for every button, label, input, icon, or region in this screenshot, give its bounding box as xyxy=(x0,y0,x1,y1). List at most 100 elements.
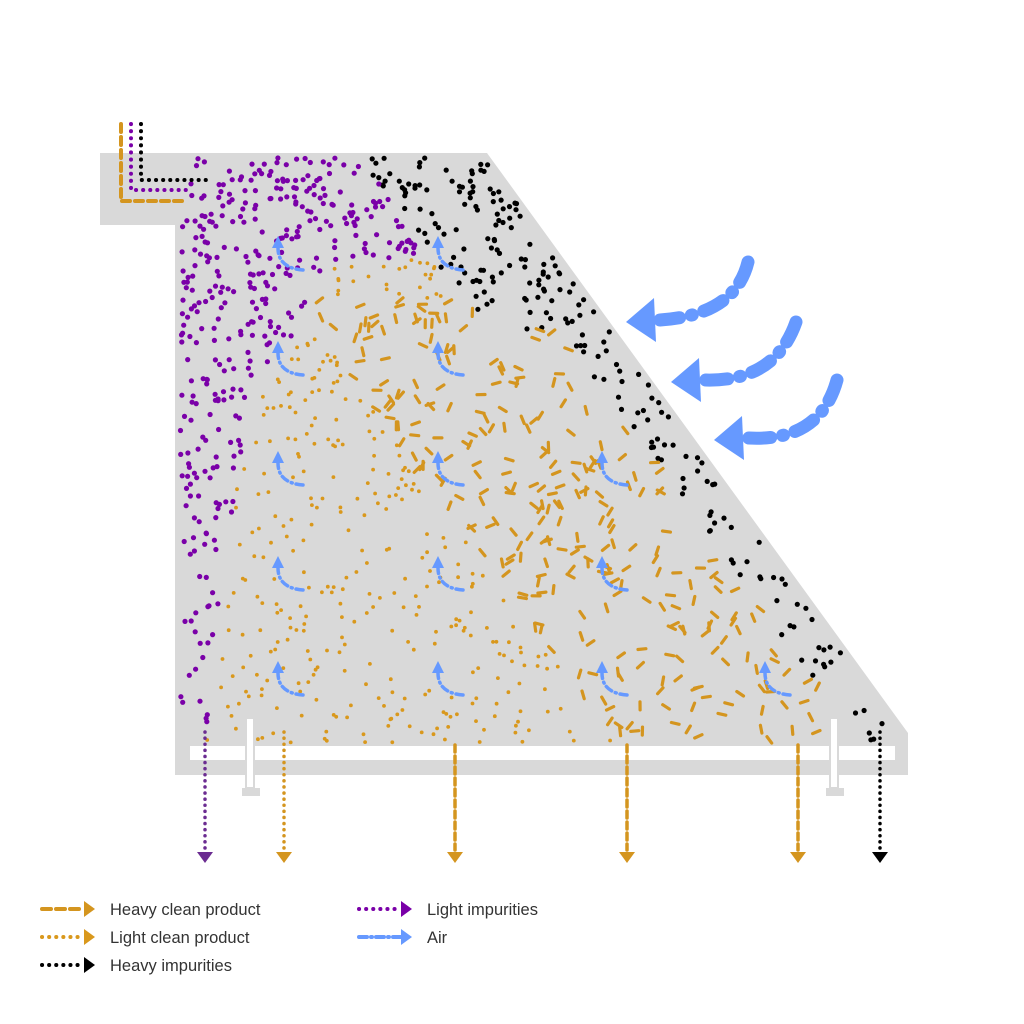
light-impurity-particle xyxy=(207,288,213,294)
light-clean-particle xyxy=(349,703,353,708)
light-impurity-particle xyxy=(351,170,357,176)
light-impurity-particle xyxy=(247,358,253,364)
heavy-clean-particle xyxy=(769,657,780,664)
light-clean-particle xyxy=(325,584,330,589)
heavy-clean-particle xyxy=(557,499,564,510)
light-clean-particle xyxy=(271,406,276,410)
heavy-clean-particle xyxy=(565,572,576,580)
light-impurity-particle xyxy=(328,223,334,229)
heavy-clean-particle xyxy=(499,361,506,372)
light-impurity-particle xyxy=(243,253,249,260)
heavy-clean-particle xyxy=(499,557,505,569)
light-clean-particle xyxy=(462,625,467,630)
heavy-clean-particle xyxy=(693,733,704,740)
light-impurity-particle xyxy=(216,426,222,433)
heavy-clean-particle xyxy=(729,586,741,594)
light-impurity-particle xyxy=(273,329,279,336)
light-clean-particle xyxy=(443,737,447,742)
heavy-clean-particle xyxy=(600,695,608,706)
light-impurity-particle xyxy=(296,224,302,230)
light-clean-particle xyxy=(480,573,485,578)
light-impurity-particle xyxy=(230,219,236,225)
heavy-impurity-particle xyxy=(576,302,582,308)
heavy-impurity-particle xyxy=(821,661,827,667)
heavy-impurity-particle xyxy=(640,407,647,414)
light-clean-particle xyxy=(289,390,293,395)
heavy-impurity-particle xyxy=(507,262,513,269)
light-clean-particle xyxy=(342,668,347,673)
light-impurity-particle xyxy=(202,541,208,547)
light-clean-particle xyxy=(262,471,266,476)
light-impurity-particle xyxy=(183,285,189,291)
light-clean-particle xyxy=(461,628,466,633)
heavy-clean-particle xyxy=(466,523,477,531)
heavy-clean-particle xyxy=(536,410,545,421)
heavy-clean-particle xyxy=(491,516,500,527)
heavy-clean-particle xyxy=(552,499,562,509)
heavy-impurity-particle xyxy=(683,453,689,459)
light-clean-particle xyxy=(333,444,337,449)
light-impurity-particle xyxy=(210,465,216,471)
light-clean-particle xyxy=(304,614,308,619)
light-impurity-particle xyxy=(193,610,199,616)
air-inlet-arrow xyxy=(653,255,755,327)
light-impurity-particle xyxy=(326,170,333,177)
light-impurity-particle xyxy=(214,254,220,260)
light-impurity-particle xyxy=(191,470,197,476)
light-impurity-particle xyxy=(223,499,229,505)
heavy-impurity-particle xyxy=(473,293,479,299)
heavy-impurity-particle xyxy=(645,417,651,423)
light-impurity-particle xyxy=(241,394,248,400)
particle-field xyxy=(177,155,885,745)
heavy-clean-particle xyxy=(370,319,380,329)
legend-swatch-arrowhead xyxy=(84,901,95,917)
light-clean-particle xyxy=(310,390,315,394)
heavy-impurity-particle xyxy=(456,280,462,286)
light-impurity-particle xyxy=(362,240,368,247)
heavy-impurity-particle xyxy=(656,400,662,406)
heavy-impurity-particle xyxy=(827,644,833,650)
light-clean-particle xyxy=(608,738,612,743)
light-impurity-particle xyxy=(192,218,198,224)
light-impurity-particle xyxy=(211,537,217,543)
light-impurity-particle xyxy=(186,461,192,467)
heavy-impurity-particle xyxy=(787,623,793,629)
light-impurity-particle xyxy=(225,286,231,292)
light-impurity-particle xyxy=(193,401,199,407)
light-impurity-particle xyxy=(263,279,269,285)
heavy-impurity-particle xyxy=(416,227,422,233)
light-impurity-particle xyxy=(267,319,273,325)
heavy-clean-particle xyxy=(413,394,422,405)
light-clean-particle xyxy=(260,601,265,605)
light-clean-particle xyxy=(285,637,290,642)
heavy-clean-particle xyxy=(600,543,611,553)
heavy-impurity-particle xyxy=(417,182,423,188)
light-impurity-particle xyxy=(218,289,224,295)
light-clean-particle xyxy=(435,726,439,731)
light-impurity-particle xyxy=(178,694,184,700)
light-impurity-particle xyxy=(322,192,328,198)
heavy-clean-particle xyxy=(664,593,677,598)
heavy-clean-particle xyxy=(471,460,482,467)
heavy-impurity-particle xyxy=(728,557,735,563)
heavy-impurity-particle xyxy=(490,279,496,285)
light-impurity-particle xyxy=(192,263,198,269)
heavy-impurity-particle xyxy=(803,605,809,611)
light-impurity-particle xyxy=(268,168,274,175)
light-impurity-particle xyxy=(342,215,348,221)
heavy-clean-particle xyxy=(700,694,712,700)
heavy-impurity-particle xyxy=(578,343,584,349)
light-clean-particle xyxy=(417,605,421,609)
heavy-impurity-particle xyxy=(737,572,743,578)
air-flow-arrowhead xyxy=(432,341,444,353)
heavy-impurity-particle xyxy=(573,343,580,349)
heavy-clean-particle xyxy=(348,373,359,381)
air-flow-arrow xyxy=(436,566,465,592)
light-impurity-particle xyxy=(221,397,227,403)
light-clean-particle xyxy=(558,706,563,711)
light-impurity-particle xyxy=(238,328,244,334)
heavy-clean-particle xyxy=(501,470,512,476)
light-impurity-particle xyxy=(214,268,220,274)
heavy-impurity-particle xyxy=(498,270,504,276)
light-impurity-particle xyxy=(218,305,224,311)
